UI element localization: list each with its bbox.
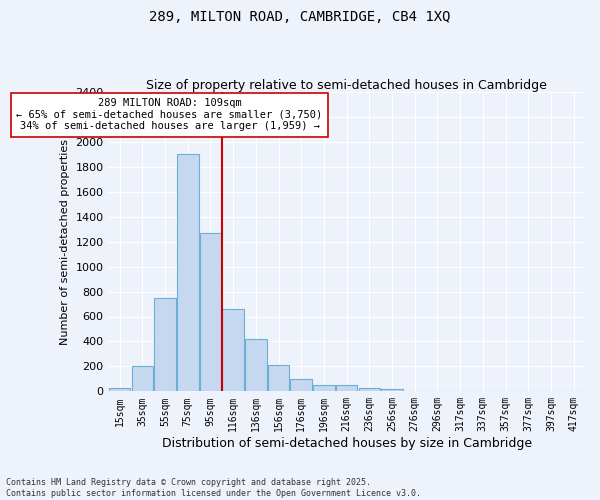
Text: Contains HM Land Registry data © Crown copyright and database right 2025.
Contai: Contains HM Land Registry data © Crown c… — [6, 478, 421, 498]
X-axis label: Distribution of semi-detached houses by size in Cambridge: Distribution of semi-detached houses by … — [161, 437, 532, 450]
Bar — [200, 233, 221, 392]
Y-axis label: Number of semi-detached properties: Number of semi-detached properties — [59, 138, 70, 344]
Bar — [313, 385, 335, 392]
Bar — [245, 339, 266, 392]
Bar — [109, 388, 130, 392]
Bar — [223, 309, 244, 392]
Text: 289 MILTON ROAD: 109sqm
← 65% of semi-detached houses are smaller (3,750)
34% of: 289 MILTON ROAD: 109sqm ← 65% of semi-de… — [16, 98, 323, 132]
Bar — [290, 379, 312, 392]
Bar — [336, 385, 358, 392]
Bar — [154, 298, 176, 392]
Text: 289, MILTON ROAD, CAMBRIDGE, CB4 1XQ: 289, MILTON ROAD, CAMBRIDGE, CB4 1XQ — [149, 10, 451, 24]
Bar — [131, 366, 153, 392]
Bar — [359, 388, 380, 392]
Title: Size of property relative to semi-detached houses in Cambridge: Size of property relative to semi-detach… — [146, 79, 547, 92]
Bar — [268, 364, 289, 392]
Bar — [177, 154, 199, 392]
Bar — [381, 389, 403, 392]
